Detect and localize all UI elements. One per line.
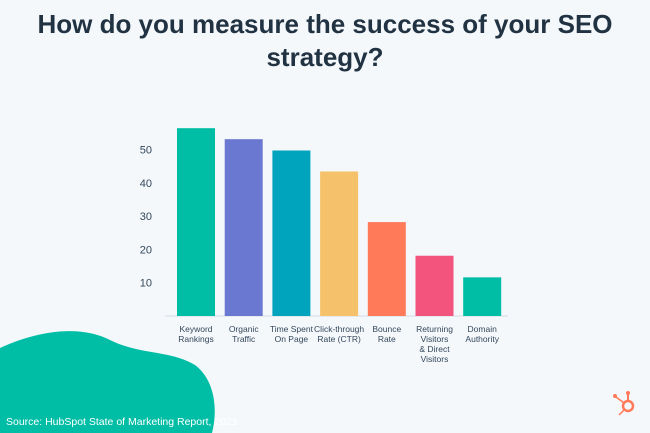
bar xyxy=(463,277,502,316)
bar xyxy=(367,222,406,316)
chart-title: How do you measure the success of your S… xyxy=(37,9,613,72)
x-tick-label: Organic Traffic xyxy=(229,324,260,344)
bar xyxy=(224,139,263,316)
x-tick-label: Keyword Rankings xyxy=(178,324,213,344)
bar xyxy=(272,150,311,316)
x-tick-label: Returning Visitors & Direct Visitors xyxy=(416,324,453,364)
x-tick-label: Bounce Rate xyxy=(372,324,401,344)
bar xyxy=(320,171,359,316)
bar xyxy=(177,128,215,316)
y-tick-label: 40 xyxy=(140,178,152,190)
y-tick-label: 30 xyxy=(140,211,152,223)
decorative-blob xyxy=(0,331,215,433)
hubspot-logo-icon xyxy=(613,391,635,416)
source-note: Source: HubSpot State of Marketing Repor… xyxy=(6,416,238,428)
bar xyxy=(415,255,454,316)
y-tick-label: 50 xyxy=(140,145,152,157)
x-tick-label: Click-through Rate (CTR) xyxy=(314,324,364,344)
x-tick-label: Time Spent On Page xyxy=(270,324,314,344)
x-tick-label: Domain Authority xyxy=(465,324,499,344)
y-tick-label: 20 xyxy=(140,244,152,256)
y-tick-label: 10 xyxy=(140,278,152,290)
